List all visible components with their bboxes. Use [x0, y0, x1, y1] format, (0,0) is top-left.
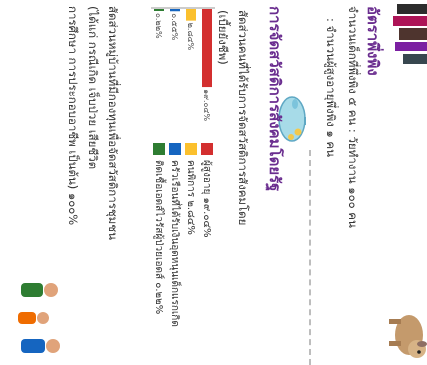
chart-bar	[170, 9, 180, 12]
legend-swatch	[185, 143, 197, 155]
legend-swatch	[169, 143, 181, 155]
bar-chart-svg: ๑๙.๐๔% ๒.๘๔% ๐.๕๕% ๐.๒๒%	[151, 7, 215, 121]
chart-bar	[154, 9, 164, 11]
section2-title: การจัดสวัสดิการสังคมโดยรัฐ	[266, 6, 284, 192]
legend-item: ครัวเรือนที่ได้รับเงินอุดหนุนเด็กแรกเกิด	[167, 143, 183, 327]
chart-data-label: ๑๙.๐๔%	[202, 89, 211, 121]
legend-item: ผู้สูงอายุ ๑๙.๐๔%	[199, 143, 215, 238]
section3-line2: (ได้แก่ กรณีเกิด เจ็บป่วย เสียชีวิต	[86, 6, 100, 170]
section-divider	[309, 150, 311, 365]
chart-bar	[202, 9, 212, 88]
piggy-bank-icon	[277, 88, 309, 150]
chart-bar	[186, 9, 196, 21]
legend-label: คนพิการ ๒.๘๔%	[185, 160, 197, 235]
people-illustration-icon	[387, 0, 427, 70]
chart-data-label: ๒.๘๔%	[186, 23, 195, 51]
legend-label: ครัวเรือนที่ได้รับเงินอุดหนุนเด็กแรกเกิด	[169, 160, 181, 327]
chart-data-label: ๐.๕๕%	[170, 13, 179, 41]
dog-illustration-icon	[387, 305, 427, 365]
section1-line2: : จำนวนผู้สูงอายุพึ่งพิง ๑ คน	[324, 18, 338, 157]
section1-line1: จำนวนเด็กที่พึ่งพิง ๕ คน : วัยทำงาน ๑๐๐ …	[346, 6, 360, 228]
section2-question: สัดส่วนคนที่ได้รับการจัดสวัสดิการสังคมโด…	[236, 10, 250, 226]
legend-label: ผู้สูงอายุ ๑๙.๐๔%	[201, 160, 213, 238]
legend-item: คนพิการ ๒.๘๔%	[183, 143, 199, 235]
section3-line3: การศึกษา การประกอบอาชีพ เป็นต้น) ๑๐๐%	[66, 6, 80, 226]
legend-item: ติดเชื้อเอดส์ไวรัสผู้ป่วยเอดส์ ๐.๒๒%	[151, 143, 167, 314]
legend-label: ติดเชื้อเอดส์ไวรัสผู้ป่วยเอดส์ ๐.๒๒%	[153, 160, 165, 315]
section3-line1: สัดส่วนหมู่บ้านที่มีกองทุนเพื่อจัดสวัสดิ…	[106, 6, 120, 240]
chart-data-label: ๐.๒๒%	[154, 13, 163, 39]
bar-chart: ๑๙.๐๔% ๒.๘๔% ๐.๕๕% ๐.๒๒%	[139, 0, 219, 140]
section1-title: อัตราพึ่งพิง	[364, 6, 382, 76]
legend-swatch	[201, 143, 213, 155]
family-illustration-icon	[0, 270, 65, 365]
legend-swatch	[153, 143, 165, 155]
